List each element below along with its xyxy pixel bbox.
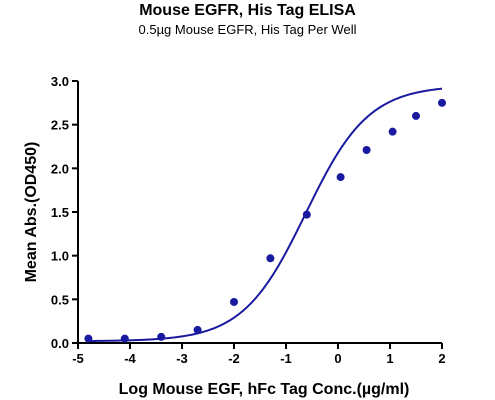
data-point <box>362 145 371 154</box>
x-tick-label: -3 <box>176 351 188 366</box>
data-points <box>84 98 446 343</box>
x-tick-label: -1 <box>280 351 292 366</box>
data-point <box>336 173 345 182</box>
data-point <box>302 210 311 219</box>
data-point <box>230 297 238 306</box>
chart-subtitle: 0.5µg Mouse EGFR, His Tag Per Well <box>138 22 357 37</box>
y-tick-label: 3.0 <box>51 74 69 89</box>
y-tick-label: 0.5 <box>51 292 69 307</box>
x-tick-label: 2 <box>438 351 445 366</box>
data-point <box>193 325 202 334</box>
x-axis-label: Log Mouse EGF, hFc Tag Conc.(µg/ml) <box>119 381 410 398</box>
data-point <box>412 111 420 120</box>
data-point <box>388 127 397 136</box>
data-point <box>84 334 93 343</box>
data-point <box>120 334 129 343</box>
y-axis-label: Mean Abs.(OD450) <box>23 142 40 283</box>
fit-curve-group <box>88 87 443 342</box>
y-tick-label: 1.5 <box>51 205 69 220</box>
x-tick-label: 1 <box>386 351 393 366</box>
x-tick-label: -4 <box>124 351 136 366</box>
y-tick-label: 1.0 <box>51 249 69 264</box>
y-tick-label: 2.5 <box>51 118 69 133</box>
data-point <box>157 332 166 341</box>
fit-curve <box>88 87 443 342</box>
data-point <box>438 98 446 107</box>
y-tick-label: 0.0 <box>51 336 69 351</box>
data-point <box>266 254 275 263</box>
x-tick-label: -5 <box>72 351 84 366</box>
chart-title: Mouse EGFR, His Tag ELISA <box>139 2 356 19</box>
x-tick-label: 0 <box>334 351 341 366</box>
chart-axes: 0.0 0.5 1.0 1.5 2.0 2.5 3.0 -5 -4 -3 -2 -1 0 1 2 <box>51 74 446 366</box>
x-tick-label: -2 <box>228 351 240 366</box>
y-tick-label: 2.0 <box>51 161 69 176</box>
